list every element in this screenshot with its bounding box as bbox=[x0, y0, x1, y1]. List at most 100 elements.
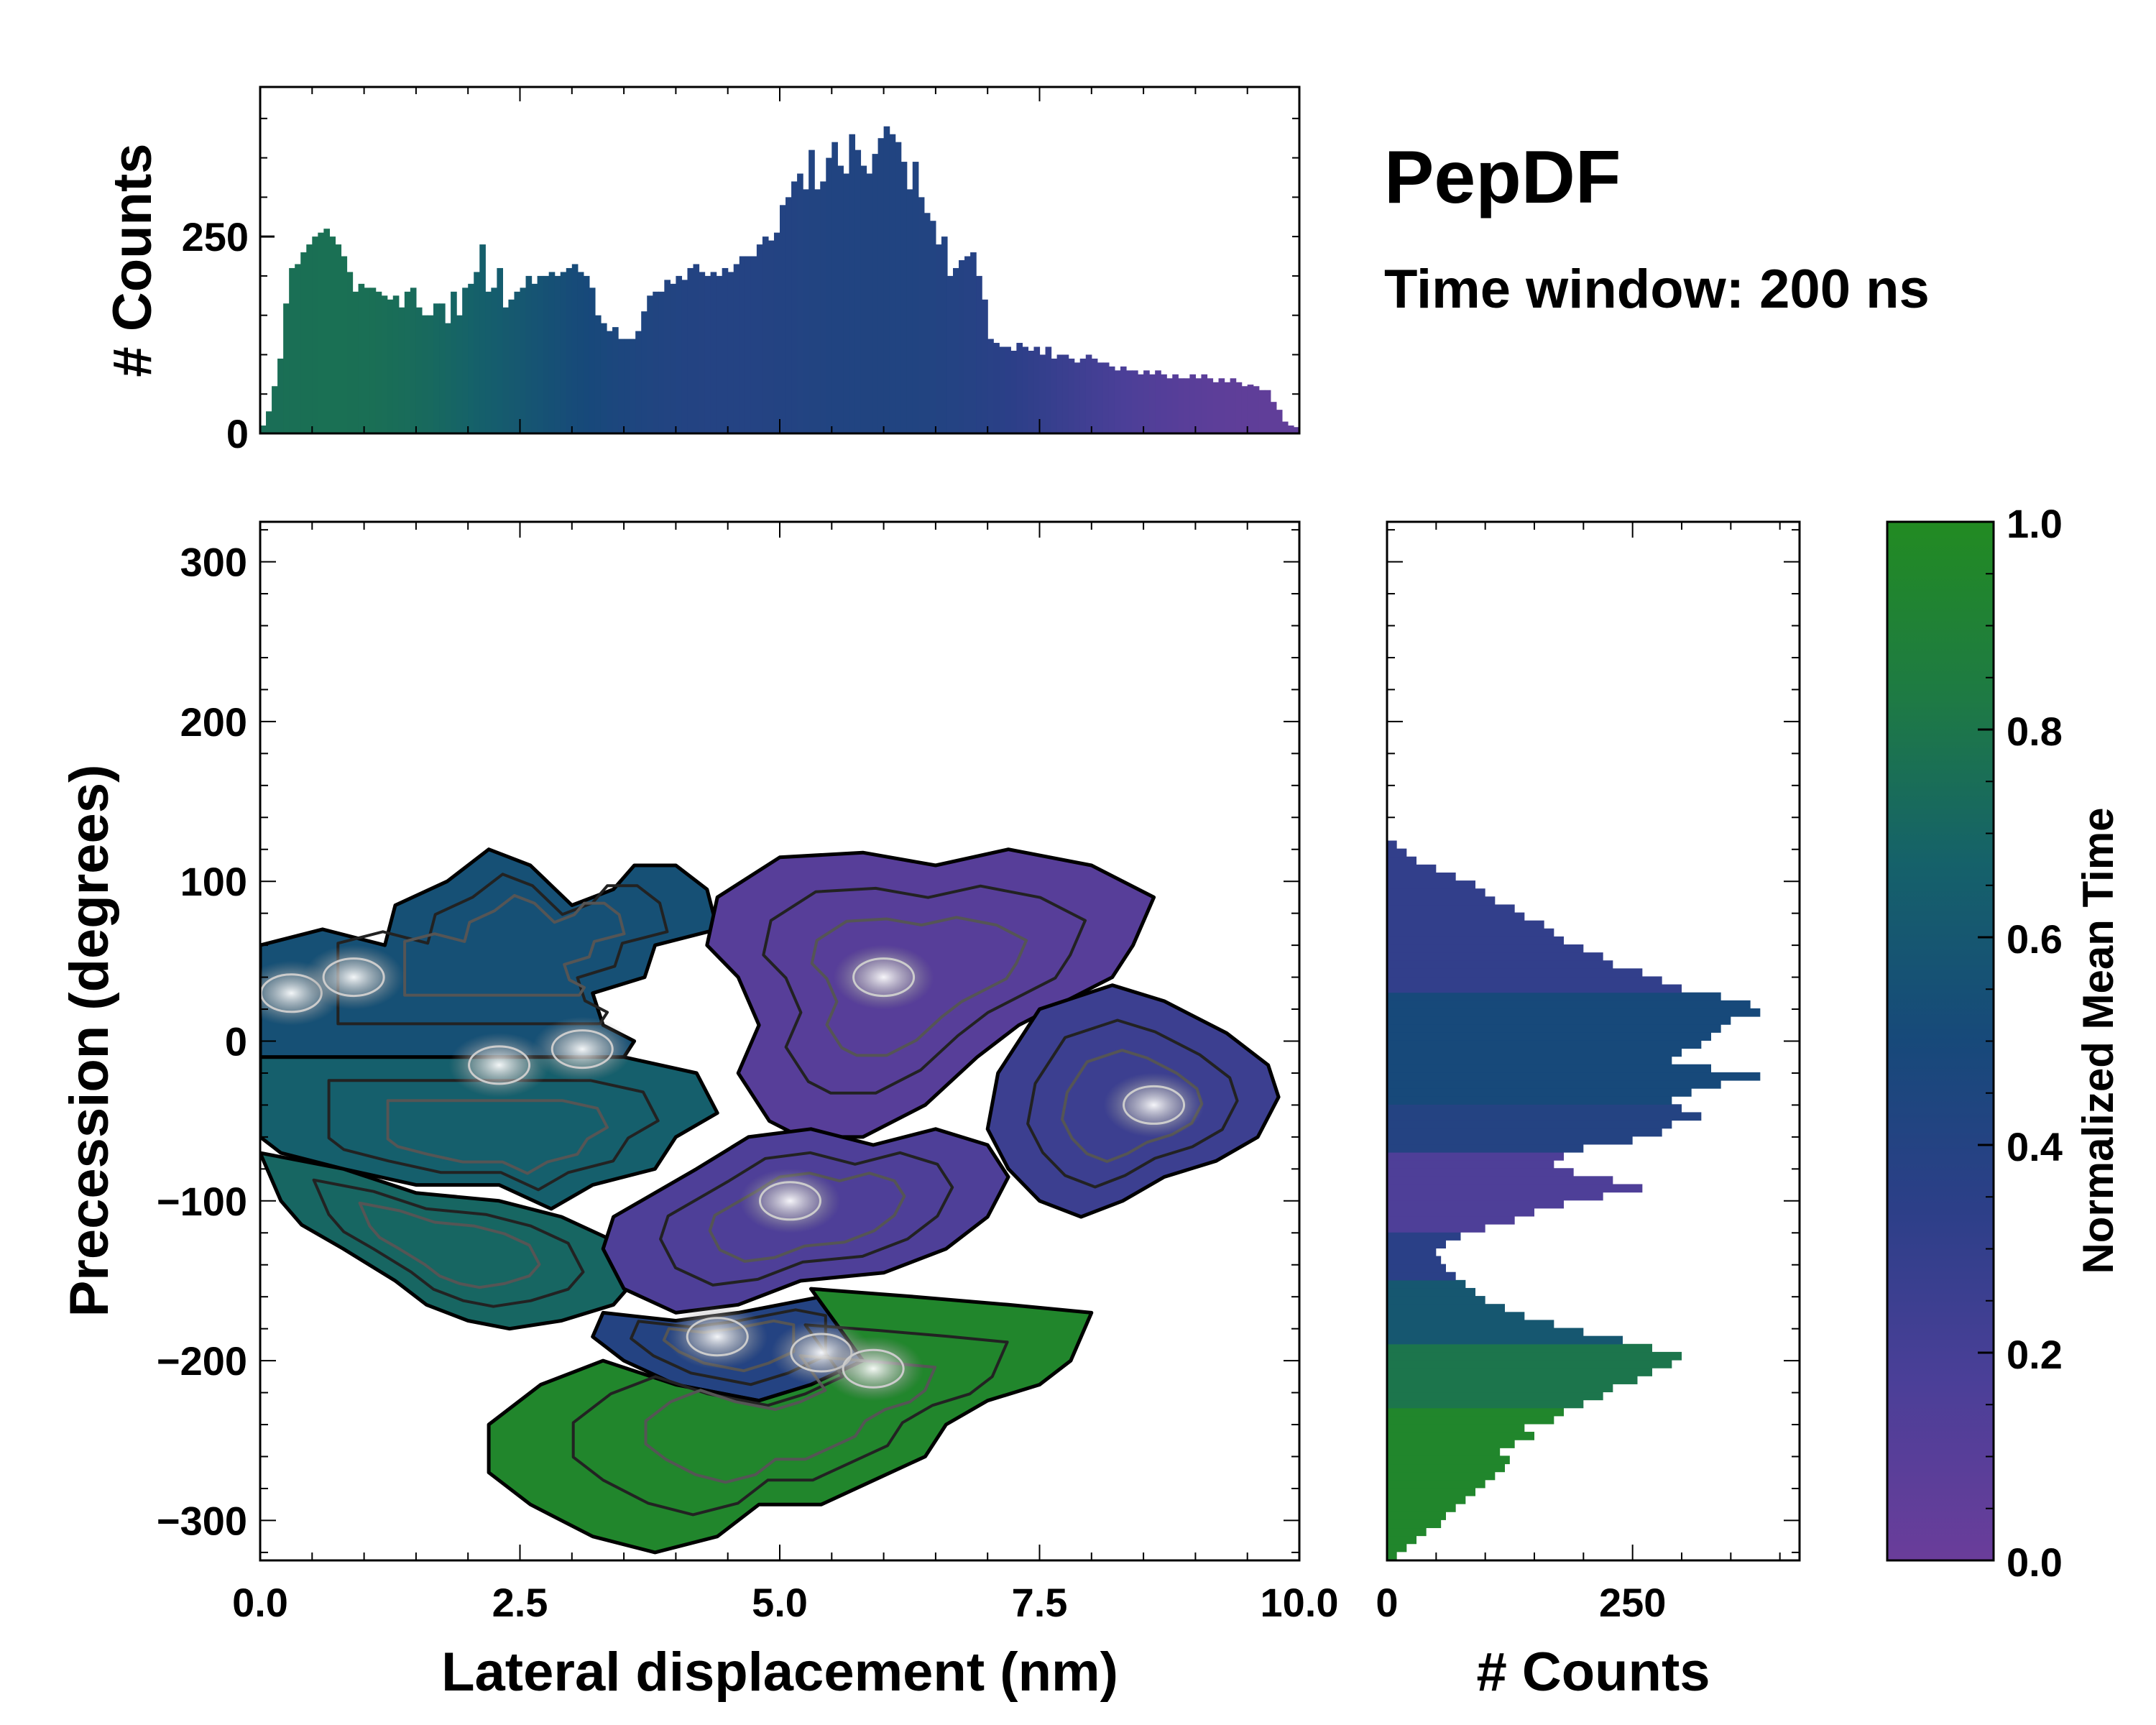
right-histogram-bar bbox=[1387, 1343, 1652, 1353]
top-histogram-bar bbox=[624, 339, 630, 433]
top-histogram-bar bbox=[1258, 390, 1266, 433]
top-histogram-bar bbox=[946, 275, 954, 433]
top-histogram-bar bbox=[1224, 382, 1231, 433]
right-histogram-bar bbox=[1387, 1032, 1711, 1041]
right-histogram-xtick-label: 250 bbox=[1599, 1580, 1666, 1625]
top-histogram-bar bbox=[1247, 385, 1254, 433]
top-histogram-bar bbox=[266, 411, 272, 433]
heatmap-ytick-label: 200 bbox=[180, 699, 247, 745]
top-histogram-bar bbox=[941, 236, 948, 433]
right-histogram-bar bbox=[1387, 880, 1475, 889]
top-histogram-bar bbox=[491, 288, 497, 433]
main-heatmap-panel: 0.0 2.5 5.0 7.5 10.0 300 200 100 0 −100 −200 −300 L… bbox=[59, 520, 1800, 1703]
top-histogram-bar bbox=[525, 275, 533, 433]
contour-line bbox=[403, 893, 626, 997]
right-histogram-bar bbox=[1387, 1136, 1633, 1145]
right-histogram-bar bbox=[1387, 1415, 1554, 1425]
contour-line bbox=[322, 957, 385, 998]
top-histogram-bar bbox=[1097, 362, 1104, 433]
right-histogram-bar bbox=[1387, 1168, 1574, 1177]
top-histogram-bar bbox=[883, 126, 890, 434]
top-histogram-bar bbox=[803, 189, 809, 433]
heatmap-ticks: 0.0 2.5 5.0 7.5 10.0 300 200 100 0 −100 −200 −300 bbox=[157, 522, 1800, 1625]
right-histogram-bar bbox=[1387, 984, 1682, 993]
top-histogram-bar bbox=[762, 236, 769, 433]
colorbar-tick-label: 0.2 bbox=[2007, 1332, 2063, 1377]
top-histogram-frame bbox=[259, 86, 1301, 435]
right-histogram-bar bbox=[1387, 928, 1554, 937]
top-histogram-bar bbox=[589, 288, 596, 433]
top-histogram-bar bbox=[1132, 370, 1138, 433]
top-histogram-ytick-label: 250 bbox=[182, 214, 249, 259]
right-histogram-bar bbox=[1387, 1384, 1613, 1393]
top-histogram-bar bbox=[797, 173, 803, 433]
top-histogram-bar bbox=[1051, 358, 1058, 433]
top-histogram-bar bbox=[635, 331, 642, 433]
top-histogram-bar bbox=[912, 162, 919, 433]
top-histogram-bar bbox=[1287, 426, 1294, 433]
right-histogram-xlabel: # Counts bbox=[1476, 1642, 1710, 1703]
top-histogram-bar bbox=[577, 272, 584, 433]
colorbar-tick-label: 0.6 bbox=[2007, 916, 2063, 962]
top-histogram-bar bbox=[439, 303, 446, 433]
top-histogram-bar bbox=[1022, 346, 1029, 433]
top-histogram-bar bbox=[773, 232, 780, 433]
heatmap-xtick-label: 5.0 bbox=[752, 1580, 808, 1625]
top-histogram-bar bbox=[387, 299, 394, 433]
top-histogram-bar bbox=[277, 358, 284, 433]
right-histogram-bar bbox=[1387, 1016, 1731, 1025]
top-histogram-bar bbox=[508, 299, 515, 433]
right-histogram-bar bbox=[1387, 976, 1662, 985]
top-histogram-bar bbox=[681, 280, 688, 433]
top-histogram-bar bbox=[346, 272, 354, 433]
top-histogram-bar bbox=[381, 295, 388, 433]
right-histogram-bar bbox=[1387, 1184, 1643, 1193]
top-histogram-bar bbox=[474, 272, 480, 433]
top-histogram-bar bbox=[1062, 354, 1069, 433]
right-histogram-bar bbox=[1387, 1264, 1446, 1273]
right-histogram-bar bbox=[1387, 1527, 1427, 1537]
density-hotspot bbox=[1103, 1072, 1204, 1138]
right-histogram-bar bbox=[1387, 1112, 1702, 1121]
contour-line bbox=[810, 916, 1028, 1057]
density-hotspot bbox=[667, 1304, 768, 1369]
right-histogram-bar bbox=[1387, 1304, 1505, 1312]
right-histogram-bar bbox=[1387, 1432, 1534, 1440]
right-histogram-bar bbox=[1387, 1208, 1534, 1217]
top-histogram-bar bbox=[716, 275, 723, 433]
top-histogram-bar bbox=[1045, 346, 1052, 433]
right-histogram-bar bbox=[1387, 1240, 1446, 1248]
top-histogram-bar bbox=[837, 165, 844, 433]
top-histogram-bar bbox=[1143, 370, 1150, 433]
density-hotspot bbox=[833, 944, 934, 1010]
top-histogram-bar bbox=[918, 197, 925, 433]
top-histogram-bar bbox=[733, 264, 740, 433]
top-histogram-bar bbox=[866, 173, 873, 433]
heatmap-ytick-label: 100 bbox=[180, 859, 247, 904]
top-histogram-bar bbox=[600, 323, 607, 433]
heatmap-region bbox=[705, 847, 1156, 1139]
density-hotspot bbox=[448, 1032, 550, 1098]
top-histogram-bar bbox=[415, 307, 423, 433]
top-histogram-bar bbox=[312, 236, 318, 433]
top-histogram-bar bbox=[427, 315, 434, 433]
top-histogram-bar bbox=[935, 244, 942, 433]
top-histogram-bar bbox=[872, 154, 879, 433]
right-histogram-bar bbox=[1387, 1128, 1662, 1137]
right-histogram-bar bbox=[1387, 1024, 1721, 1033]
right-histogram-bar bbox=[1387, 1423, 1525, 1432]
density-hotspot bbox=[532, 1016, 633, 1082]
right-histogram-bar bbox=[1387, 1224, 1485, 1233]
heatmap-ytick-label: −200 bbox=[157, 1338, 247, 1384]
top-histogram-bar bbox=[531, 283, 538, 433]
figure-title: PepDF bbox=[1384, 136, 1621, 219]
top-histogram-bar bbox=[768, 240, 775, 433]
contour-line bbox=[1123, 1085, 1186, 1125]
right-histogram-bar bbox=[1387, 1279, 1466, 1289]
top-histogram-bar bbox=[295, 264, 301, 433]
right-histogram-bar bbox=[1387, 1192, 1603, 1201]
top-histogram-bar bbox=[554, 275, 561, 433]
top-histogram-bar bbox=[987, 339, 994, 433]
right-histogram-bar bbox=[1387, 1176, 1613, 1185]
right-histogram-bar bbox=[1387, 1320, 1554, 1329]
